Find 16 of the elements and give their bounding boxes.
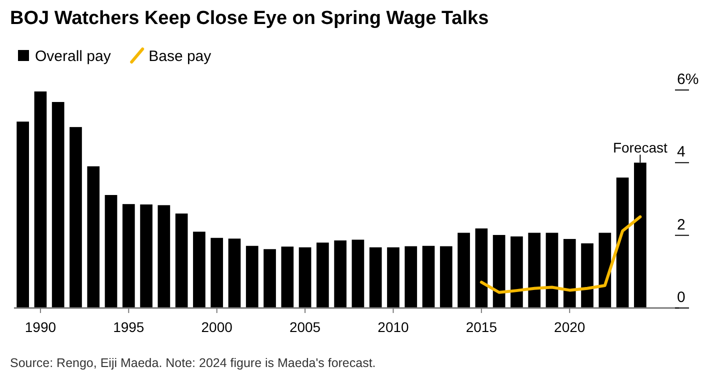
x-tick-label: 1990 (24, 319, 56, 335)
x-tick-label: 2010 (378, 319, 410, 335)
legend-label: Base pay (148, 48, 212, 65)
y-tick-label: 6% (677, 71, 699, 88)
x-tick-label: 2015 (466, 319, 498, 335)
x-tick-label: 2020 (554, 319, 586, 335)
x-tick-label: 1995 (113, 319, 144, 335)
x-tick-label: 2000 (201, 319, 233, 335)
source-note: Source: Rengo, Eiji Maeda. Note: 2024 figure is Maeda's forecast. (10, 356, 376, 370)
legend-label: Overall pay (35, 48, 112, 65)
annotation: Forecast (612, 140, 668, 156)
y-tick-label: 2 (677, 216, 686, 234)
y-tick-label: 0 (677, 289, 686, 306)
y-tick-label: 4 (677, 144, 686, 161)
x-tick-label: 2005 (289, 319, 321, 335)
chart-title: BOJ Watchers Keep Close Eye on Spring Wage Talks (10, 8, 489, 29)
